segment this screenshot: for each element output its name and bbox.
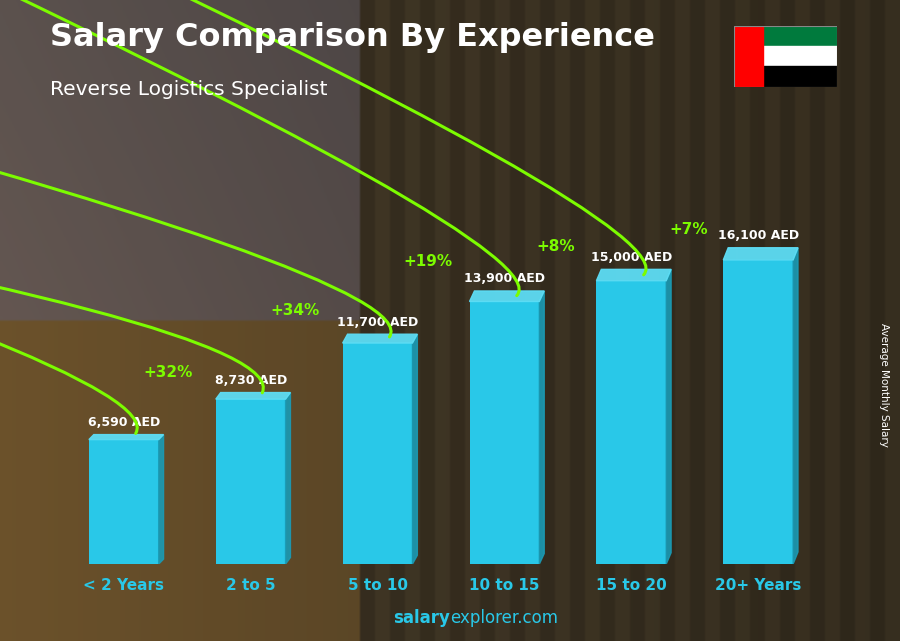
Text: explorer.com: explorer.com bbox=[450, 609, 558, 627]
Text: Average Monthly Salary: Average Monthly Salary bbox=[878, 322, 889, 447]
Bar bbox=[734, 26, 837, 46]
Text: +34%: +34% bbox=[271, 303, 320, 319]
Polygon shape bbox=[412, 334, 418, 564]
Polygon shape bbox=[89, 435, 164, 440]
Text: 16,100 AED: 16,100 AED bbox=[717, 229, 799, 242]
Text: Reverse Logistics Specialist: Reverse Logistics Specialist bbox=[50, 80, 327, 99]
Text: +19%: +19% bbox=[404, 254, 453, 269]
Polygon shape bbox=[158, 435, 164, 564]
Text: 13,900 AED: 13,900 AED bbox=[464, 272, 544, 285]
Text: 15,000 AED: 15,000 AED bbox=[590, 251, 672, 263]
Bar bbox=[216, 399, 285, 564]
Bar bbox=[89, 440, 158, 564]
Bar bbox=[470, 301, 539, 564]
Polygon shape bbox=[285, 392, 291, 564]
Polygon shape bbox=[666, 269, 671, 564]
Bar bbox=[343, 343, 412, 564]
Text: salary: salary bbox=[393, 609, 450, 627]
Polygon shape bbox=[470, 291, 544, 301]
Polygon shape bbox=[539, 291, 544, 564]
Bar bbox=[734, 66, 837, 87]
Text: +32%: +32% bbox=[143, 365, 193, 380]
Text: 6,590 AED: 6,590 AED bbox=[87, 416, 160, 429]
Polygon shape bbox=[597, 269, 671, 281]
Text: +7%: +7% bbox=[669, 222, 707, 237]
Text: 8,730 AED: 8,730 AED bbox=[214, 374, 287, 387]
Polygon shape bbox=[343, 334, 418, 343]
Text: +8%: +8% bbox=[536, 239, 574, 254]
Polygon shape bbox=[216, 392, 291, 399]
Text: 11,700 AED: 11,700 AED bbox=[337, 315, 419, 329]
Bar bbox=[597, 281, 666, 564]
Text: Salary Comparison By Experience: Salary Comparison By Experience bbox=[50, 22, 654, 53]
Bar bbox=[724, 260, 793, 564]
Bar bbox=[734, 26, 763, 87]
Polygon shape bbox=[793, 247, 798, 564]
Polygon shape bbox=[724, 247, 798, 260]
Bar bbox=[734, 46, 837, 66]
